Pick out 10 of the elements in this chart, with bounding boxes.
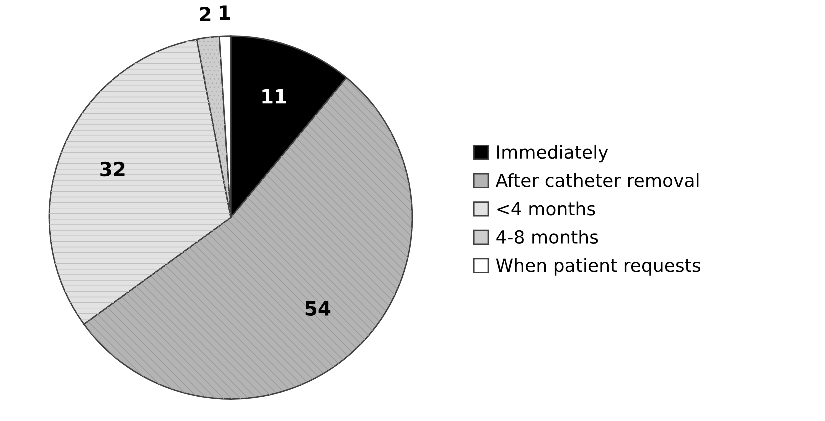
legend-label: Immediately (498, 145, 608, 163)
legend-label: <4 months (498, 202, 596, 216)
data-label: 1 (220, 6, 230, 20)
data-label: 2 (200, 7, 211, 22)
legend-label: When patient requests (496, 258, 700, 276)
legend-label: After catheter removal (496, 173, 699, 188)
data-label: 32 (100, 162, 125, 177)
data-label: 11 (262, 89, 286, 104)
data-label: 54 (306, 302, 331, 316)
legend-label: 4-8 months (496, 230, 598, 244)
